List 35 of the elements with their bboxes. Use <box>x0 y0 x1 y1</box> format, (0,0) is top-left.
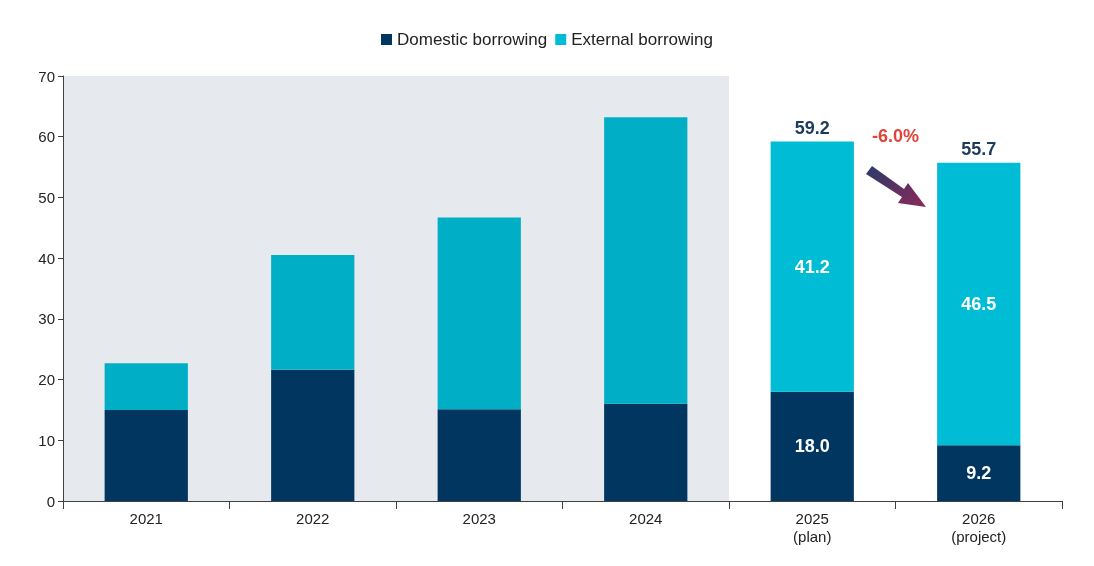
y-tick-label: 10 <box>38 431 55 449</box>
bar <box>437 409 521 501</box>
bar <box>271 255 355 370</box>
y-tick-label: 0 <box>46 492 55 510</box>
total-label: 59.2 <box>794 117 830 138</box>
bar <box>770 391 854 501</box>
bar <box>104 409 188 501</box>
annotation: -6.0% <box>871 125 920 146</box>
y-tick-label: 70 <box>38 67 55 85</box>
y-tick-label: 50 <box>38 188 55 206</box>
total-label: 55.7 <box>961 138 997 159</box>
x-tick-label: 2024 <box>629 509 663 527</box>
y-tick-label: 20 <box>38 371 55 389</box>
y-tick-label: 40 <box>38 249 55 267</box>
x-tick-label: 2023 <box>462 509 496 527</box>
data-label: 18.0 <box>794 436 830 457</box>
bar <box>937 162 1021 446</box>
bar <box>604 403 688 501</box>
data-label: 46.5 <box>961 293 997 314</box>
x-tick-label: 2022 <box>296 509 330 527</box>
bar <box>770 141 854 392</box>
x-tick-label: 2025 (plan) <box>793 509 832 545</box>
bar <box>604 117 688 404</box>
y-tick-label: 30 <box>38 310 55 328</box>
legend-label: Domestic borrowing <box>397 30 548 49</box>
bar <box>271 369 355 501</box>
data-label: 9.2 <box>966 463 992 484</box>
bar <box>437 217 521 410</box>
x-tick-label: 2026 (project) <box>951 509 1007 545</box>
y-tick-label: 60 <box>38 128 55 146</box>
legend-label: External borrowing <box>571 30 713 49</box>
data-label: 41.2 <box>794 256 830 277</box>
bar <box>937 445 1021 501</box>
x-tick-label: 2021 <box>129 509 163 527</box>
bar <box>104 363 188 410</box>
